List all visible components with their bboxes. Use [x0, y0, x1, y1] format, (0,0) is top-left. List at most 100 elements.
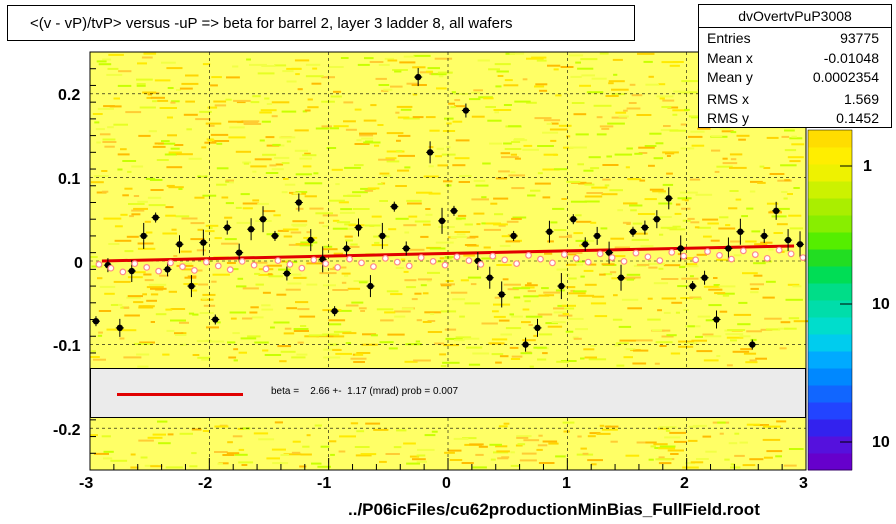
density-cell — [717, 421, 726, 424]
density-cell — [452, 298, 466, 301]
density-cell — [414, 292, 422, 295]
fit-legend-text: beta = 2.66 +- 1.17 (mrad) prob = 0.007 — [271, 386, 459, 397]
density-cell — [703, 285, 721, 288]
density-cell — [496, 264, 512, 266]
color-scale-cell — [808, 215, 852, 233]
data-point — [462, 107, 470, 114]
density-cell — [294, 129, 309, 132]
density-cell — [536, 448, 543, 451]
density-cell — [687, 135, 703, 138]
density-cell — [200, 298, 214, 301]
density-cell — [210, 340, 225, 343]
density-cell — [591, 77, 607, 80]
density-cell — [400, 258, 406, 261]
density-cell — [694, 226, 700, 229]
density-cell — [588, 156, 601, 159]
density-cell — [449, 459, 463, 461]
density-cell — [226, 76, 240, 79]
fit-point — [274, 257, 282, 265]
density-cell — [281, 110, 297, 113]
density-cell — [277, 229, 289, 232]
density-cell — [146, 286, 164, 289]
density-cell — [242, 161, 251, 164]
density-cell — [202, 430, 210, 432]
density-cell — [596, 116, 603, 119]
density-cell — [729, 190, 739, 192]
density-cell — [424, 434, 436, 437]
density-cell — [448, 102, 455, 105]
density-cell — [793, 187, 800, 189]
fit-point — [191, 266, 198, 274]
density-cell — [295, 243, 311, 246]
density-cell — [537, 358, 547, 361]
density-cell — [601, 127, 610, 130]
density-cell — [354, 164, 364, 167]
density-cell — [306, 283, 318, 286]
density-cell — [434, 342, 445, 345]
fit-point — [370, 263, 377, 271]
density-cell — [478, 445, 488, 448]
density-cell — [445, 337, 463, 340]
density-cell — [575, 328, 588, 331]
stats-key: RMS x — [707, 91, 749, 107]
density-cell — [202, 63, 211, 66]
density-cell — [771, 215, 787, 218]
density-cell — [293, 330, 309, 332]
density-cell — [778, 207, 790, 210]
density-cell — [427, 67, 440, 70]
y-tick-label: -0.2 — [53, 422, 81, 439]
density-cell — [591, 463, 597, 466]
density-cell — [645, 83, 659, 86]
density-cell — [302, 154, 317, 157]
data-point — [689, 282, 696, 290]
density-cell — [789, 227, 804, 230]
density-cell — [601, 193, 618, 196]
density-cell — [370, 334, 378, 337]
density-cell — [471, 198, 489, 201]
density-cell — [328, 199, 345, 202]
density-cell — [353, 280, 369, 282]
density-cell — [148, 283, 167, 286]
data-point — [725, 245, 732, 252]
density-cell — [599, 424, 605, 427]
data-point — [331, 307, 338, 315]
density-cell — [139, 341, 155, 344]
density-cell — [396, 105, 413, 108]
data-point — [307, 236, 314, 244]
color-scale-cell — [808, 385, 852, 403]
density-cell — [352, 191, 368, 194]
density-cell — [250, 101, 260, 104]
density-cell — [227, 341, 236, 344]
density-cell — [336, 266, 347, 269]
density-cell — [93, 452, 109, 455]
density-cell — [666, 334, 677, 337]
density-cell — [472, 352, 490, 355]
density-cell — [143, 52, 157, 55]
density-cell — [417, 448, 435, 451]
density-cell — [214, 451, 228, 453]
density-cell — [243, 123, 262, 125]
density-cell — [150, 293, 159, 296]
density-cell — [644, 198, 657, 201]
density-cell — [674, 440, 687, 443]
density-cell — [205, 230, 215, 233]
density-cell — [131, 209, 145, 212]
density-cell — [440, 284, 452, 287]
density-cell — [481, 222, 486, 225]
density-cell — [766, 450, 783, 453]
density-cell — [685, 263, 698, 266]
density-cell — [495, 361, 502, 364]
density-cell — [145, 231, 153, 234]
density-cell — [232, 435, 243, 438]
density-cell — [547, 64, 561, 67]
density-cell — [345, 342, 351, 345]
density-cell — [127, 276, 143, 279]
density-cell — [295, 301, 309, 304]
density-cell — [386, 150, 405, 153]
density-cell — [537, 444, 548, 447]
density-cell — [249, 311, 258, 314]
density-cell — [441, 153, 456, 156]
density-cell — [370, 104, 377, 107]
density-cell — [247, 335, 261, 338]
density-cell — [746, 330, 762, 333]
